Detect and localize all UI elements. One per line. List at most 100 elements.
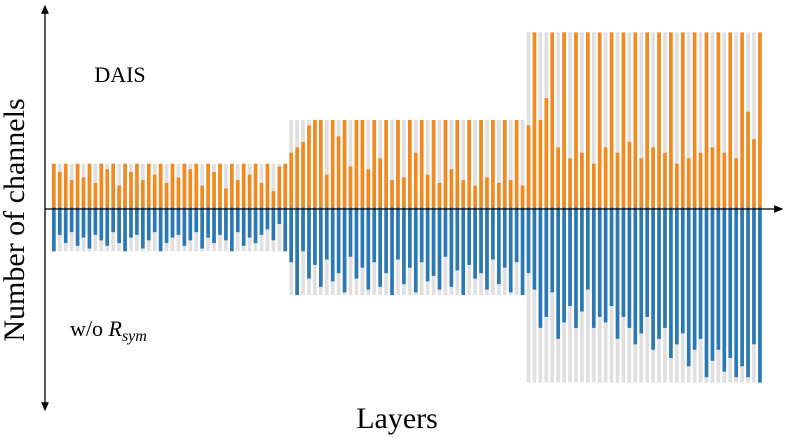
bar — [431, 119, 436, 208]
bar — [675, 163, 679, 208]
bar — [247, 174, 252, 208]
bar — [532, 207, 537, 290]
bar — [473, 207, 477, 279]
bar — [508, 207, 513, 293]
bar — [520, 185, 525, 208]
bar — [301, 207, 305, 252]
bar — [81, 207, 86, 238]
bar — [657, 207, 661, 339]
bar — [164, 207, 169, 244]
bar — [253, 207, 258, 244]
y-axis-label: Number of channels — [0, 98, 31, 341]
bar — [372, 119, 377, 208]
bar — [63, 163, 68, 208]
bar — [663, 152, 667, 208]
bar — [728, 32, 733, 208]
bar — [639, 207, 644, 334]
bar — [259, 182, 264, 208]
bar — [698, 207, 703, 339]
bar — [360, 119, 365, 208]
bar — [408, 119, 412, 208]
bar — [497, 182, 501, 208]
bar — [123, 163, 127, 208]
bar — [419, 207, 424, 263]
bar — [176, 207, 181, 235]
bar — [686, 207, 691, 367]
bar — [514, 119, 519, 208]
bar — [141, 180, 145, 208]
bar — [580, 207, 584, 312]
bar — [75, 163, 80, 208]
bar — [241, 207, 246, 246]
bar — [491, 119, 495, 208]
bar — [692, 32, 697, 208]
bar — [372, 207, 377, 263]
bar — [722, 207, 727, 372]
bar — [544, 207, 549, 317]
bar — [111, 207, 116, 233]
bar — [176, 177, 181, 208]
bar — [99, 207, 104, 241]
bar — [704, 207, 709, 378]
bar — [544, 98, 549, 208]
bar — [532, 32, 537, 208]
bar — [520, 207, 525, 296]
bar — [686, 158, 691, 208]
bar — [259, 207, 264, 235]
bar — [158, 163, 163, 208]
bar — [105, 169, 110, 208]
bar — [87, 163, 92, 208]
series-label-symbol: R — [108, 316, 123, 341]
bar — [479, 119, 483, 208]
bar — [479, 207, 483, 274]
bar — [390, 180, 394, 208]
bar — [313, 119, 317, 208]
bar — [651, 207, 655, 350]
bar — [152, 207, 157, 233]
bar — [93, 182, 98, 208]
bar — [591, 207, 596, 328]
series-label-text: w/o — [70, 316, 103, 341]
bar — [556, 207, 561, 339]
bar — [437, 207, 442, 290]
bar — [324, 174, 329, 208]
bar — [425, 174, 430, 208]
bar — [597, 32, 602, 208]
bar — [752, 207, 756, 345]
bar — [704, 32, 709, 208]
bar — [497, 207, 501, 285]
bar — [354, 119, 359, 208]
bar — [182, 163, 187, 208]
bar — [556, 147, 561, 208]
bars — [52, 32, 762, 383]
bar — [354, 207, 359, 279]
bar — [680, 207, 685, 334]
bar — [348, 166, 353, 208]
bar — [206, 163, 210, 208]
bar — [431, 207, 436, 276]
bar — [57, 171, 62, 208]
bar — [538, 207, 543, 328]
series-label: DAIS — [94, 62, 145, 87]
bar — [57, 207, 62, 235]
bar — [627, 207, 632, 328]
bar — [580, 152, 584, 208]
bar — [586, 207, 590, 290]
bar — [609, 32, 614, 208]
bar — [591, 163, 596, 208]
bar — [734, 158, 739, 208]
bar — [117, 207, 121, 244]
bar — [609, 207, 614, 307]
bar — [295, 207, 299, 296]
bar — [336, 207, 341, 274]
bar — [603, 207, 608, 323]
bar — [758, 32, 762, 208]
x-axis-label: Layers — [356, 402, 438, 435]
bar — [277, 207, 282, 224]
bar — [692, 207, 697, 350]
bar — [621, 207, 626, 317]
bar — [141, 207, 145, 249]
bar — [485, 177, 489, 208]
bar — [146, 163, 151, 208]
